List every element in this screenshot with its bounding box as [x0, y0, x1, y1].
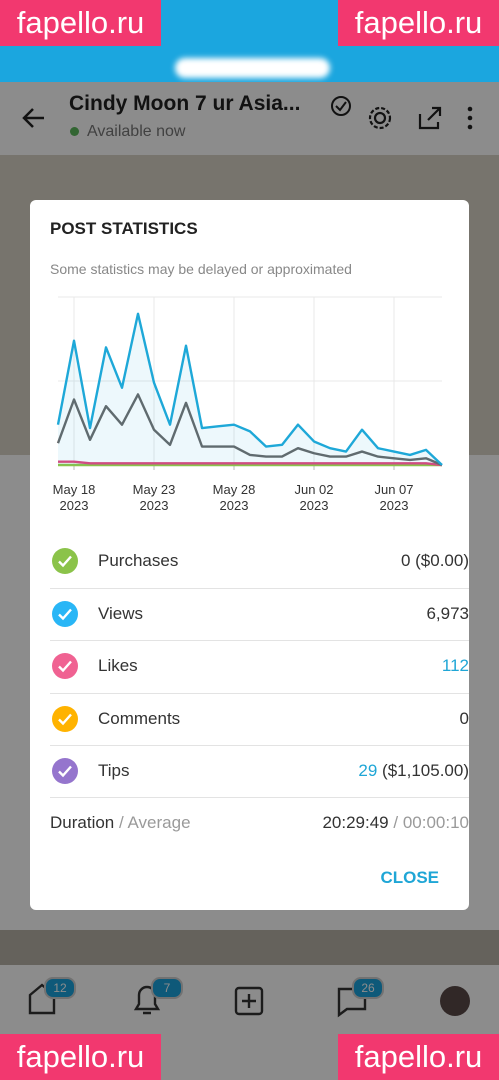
stat-detail: ($1,105.00): [382, 761, 469, 780]
duration-label: Duration: [50, 813, 115, 832]
stat-row: Tips 29 ($1,105.00): [50, 745, 469, 797]
share-button[interactable]: [416, 104, 444, 132]
stat-value-group: 0 ($0.00): [401, 535, 469, 587]
stat-row: Purchases 0 ($0.00): [50, 535, 469, 587]
modal-note: Some statistics may be delayed or approx…: [50, 261, 352, 277]
check-circle: [52, 705, 78, 732]
stat-value: 29: [358, 761, 378, 780]
statistics-modal: POST STATISTICS Some statistics may be d…: [30, 200, 469, 910]
stat-label: Tips: [98, 761, 130, 780]
series-line: [56, 312, 443, 466]
stat-label: Comments: [98, 708, 181, 728]
online-dot: [70, 127, 79, 136]
stat-label: Likes: [98, 656, 138, 675]
separator: [50, 797, 469, 798]
x-tick-label: May 18 2023: [52, 482, 96, 513]
stat-label: Views: [98, 603, 144, 623]
stat-value-group: 0: [460, 693, 469, 745]
next-post: [0, 930, 499, 965]
series-line: [56, 393, 443, 467]
watermark: fapello.ru: [0, 1034, 161, 1080]
check-mark: [58, 608, 72, 620]
x-axis: May 18 2023 May 23 2023 May 28 2023 Jun 02 …: [30, 482, 469, 516]
stat-value: 6,973: [426, 603, 469, 623]
stat-row: Views 6,973: [50, 588, 469, 640]
badge: 26: [352, 977, 384, 999]
watermark: fapello.ru: [0, 0, 161, 46]
stat-row: Comments 0: [50, 693, 469, 745]
check-circle: [52, 600, 78, 627]
duration-row: Duration / Average 20:29:49 / 00:00:10: [50, 797, 469, 849]
stat-value: 112: [441, 656, 469, 675]
stat-value-group: 6,973: [426, 588, 469, 640]
add-plus: [242, 994, 256, 1008]
stat-value: 0 ($0.00): [400, 551, 469, 570]
check-icon: [52, 653, 78, 679]
duration-subvalue: / 00:00:10: [393, 813, 469, 832]
check-circle: [52, 758, 78, 784]
profile-title: Cindy Moon 7 ur Asia...: [69, 92, 301, 115]
check-mark: [58, 713, 72, 725]
stat-value: 0: [459, 708, 469, 728]
stat-value-group: 29 ($1,105.00): [358, 745, 469, 797]
chart: [56, 296, 443, 470]
watermark: fapello.ru: [338, 0, 499, 46]
check-icon: [52, 705, 78, 732]
separator: [50, 640, 469, 641]
duration-value: 20:29:49: [322, 813, 389, 832]
check-circle: [52, 548, 78, 574]
badge: 12: [44, 977, 76, 999]
check-circle: [52, 653, 78, 679]
stat-label: Purchases: [98, 551, 179, 570]
add-icon[interactable]: [234, 986, 264, 1016]
verified-icon: [331, 96, 351, 116]
check-mark: [58, 765, 72, 778]
x-tick-label: Jun 07 2023: [374, 482, 414, 513]
check-icon: [52, 600, 78, 627]
more-button[interactable]: [462, 104, 478, 132]
check-mark: [58, 555, 72, 568]
status-text: Available now: [87, 123, 186, 140]
avatar[interactable]: [440, 986, 470, 1016]
separator: [50, 692, 469, 694]
separator: [50, 745, 469, 746]
modal-title: POST STATISTICS: [50, 219, 198, 238]
check-mark: [58, 660, 72, 673]
duration-sublabel: / Average: [119, 813, 191, 832]
back-button[interactable]: [20, 104, 48, 132]
header: Cindy Moon 7 ur Asia... Available now: [0, 82, 499, 155]
redaction: [175, 58, 330, 78]
area-fill: [58, 313, 442, 465]
stat-value-group: 112: [442, 640, 469, 692]
check-icon: [52, 548, 78, 574]
watermark: fapello.ru: [338, 1034, 499, 1080]
stat-row: Likes 112: [50, 640, 469, 692]
settings-button[interactable]: [366, 104, 394, 132]
x-tick-label: Jun 02 2023: [294, 482, 334, 513]
series-line: [58, 460, 443, 467]
x-tick-label: May 23 2023: [132, 482, 176, 513]
badge: 7: [151, 977, 183, 999]
nav-icons: [28, 983, 470, 1018]
check-icon: [52, 758, 78, 784]
separator: [50, 587, 469, 589]
close-button[interactable]: CLOSE: [380, 868, 439, 887]
x-tick-label: May 28 2023: [212, 482, 256, 513]
